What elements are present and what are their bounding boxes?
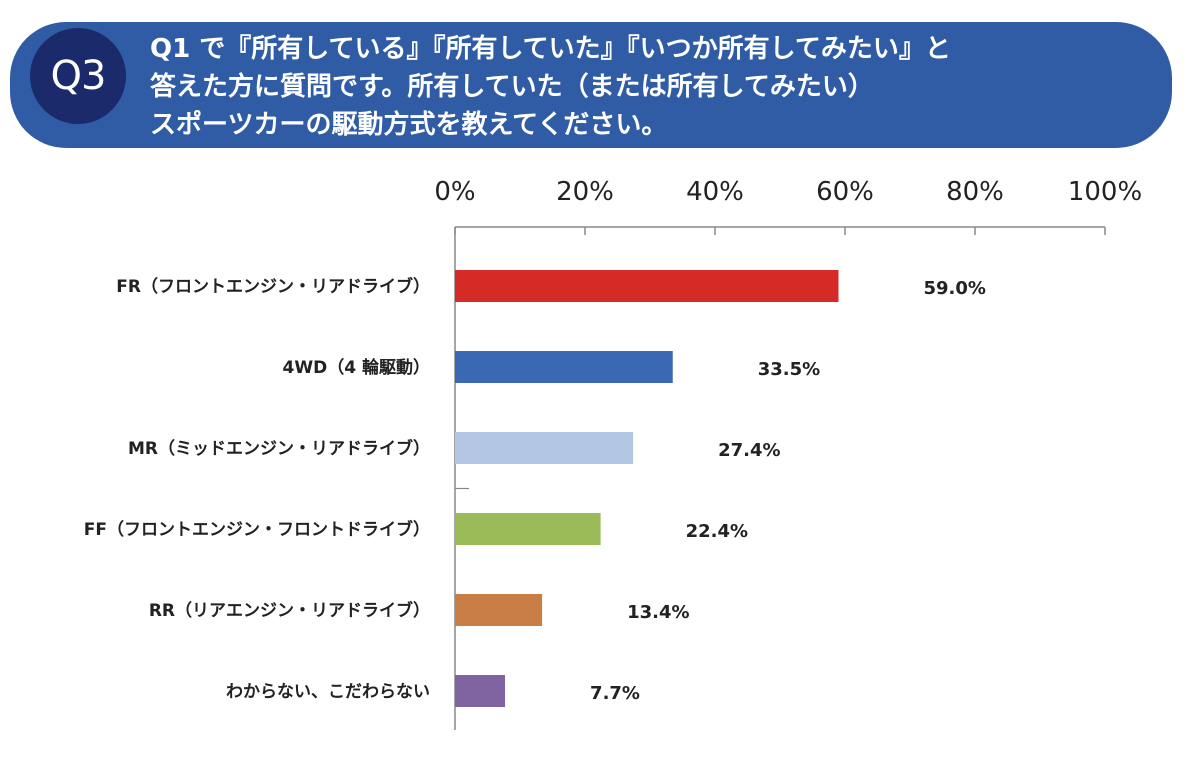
x-tick-label: 80% — [946, 177, 1004, 207]
bar — [455, 351, 673, 383]
bar — [455, 513, 601, 545]
category-label: RR（リアエンジン・リアドライブ） — [149, 600, 430, 621]
question-line-3: スポーツカーの駆動方式を教えてください。 — [150, 110, 668, 140]
data-label: 27.4% — [718, 440, 780, 461]
question-banner — [10, 22, 1172, 148]
data-label: 22.4% — [686, 521, 748, 542]
category-label: FF（フロントエンジン・フロントドライブ） — [84, 519, 430, 540]
bar — [455, 270, 839, 302]
bar — [455, 675, 506, 707]
x-tick-label: 0% — [434, 177, 475, 207]
bar — [455, 594, 543, 626]
data-label: 59.0% — [924, 278, 986, 299]
x-tick-label: 100% — [1068, 177, 1142, 207]
x-tick-label: 60% — [816, 177, 874, 207]
bar — [455, 432, 634, 464]
category-label: わからない、こだわらない — [226, 682, 430, 702]
x-tick-label: 40% — [686, 177, 744, 207]
question-badge: Q3 — [30, 28, 126, 124]
question-text: Q1 で『所有している』『所有していた』『いつか所有してみたい』と 答えた方に質… — [150, 30, 1150, 144]
data-label: 13.4% — [627, 602, 689, 623]
x-tick-label: 20% — [556, 177, 614, 207]
category-label: MR（ミッドエンジン・リアドライブ） — [128, 438, 430, 459]
data-label: 33.5% — [758, 359, 820, 380]
category-label: 4WD（4 輪駆動） — [283, 357, 430, 378]
category-label: FR（フロントエンジン・リアドライブ） — [116, 276, 430, 297]
question-line-2: 答えた方に質問です。所有していた（または所有してみたい） — [150, 72, 874, 102]
data-label: 7.7% — [590, 683, 640, 704]
question-line-1: Q1 で『所有している』『所有していた』『いつか所有してみたい』と — [150, 34, 951, 64]
